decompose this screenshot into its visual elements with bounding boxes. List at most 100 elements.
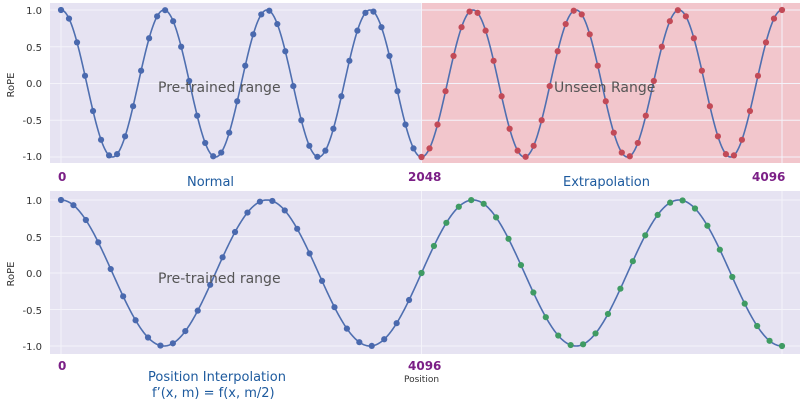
sample-point: [82, 216, 89, 224]
sample-point: [430, 242, 438, 250]
sample-point: [482, 27, 489, 34]
sample-point: [244, 209, 251, 216]
bottom-ytick-label: -1.0: [22, 342, 42, 353]
sample-point: [492, 214, 500, 221]
sample-point: [674, 7, 681, 14]
sample-point: [186, 77, 193, 85]
sample-point: [443, 219, 450, 226]
top-caption-extrapolation: Extrapolation: [563, 175, 650, 190]
top-position-tick: 4096: [752, 170, 785, 184]
sample-point: [306, 250, 313, 257]
bottom-sample-points: [57, 196, 786, 350]
sample-point: [741, 300, 748, 307]
sample-point: [57, 6, 65, 14]
sample-point: [555, 332, 562, 339]
sample-point: [602, 98, 609, 105]
sample-point: [250, 31, 257, 38]
bottom-ylabel: RoPE: [6, 262, 17, 287]
sample-point: [514, 147, 521, 154]
sample-point: [716, 246, 723, 253]
sample-point: [617, 285, 624, 292]
sample-point: [458, 24, 465, 31]
sample-point: [162, 7, 169, 14]
sample-point: [362, 9, 369, 16]
sample-point: [338, 93, 345, 100]
sample-point: [610, 129, 617, 136]
sample-point: [468, 197, 475, 204]
sample-point: [130, 103, 137, 110]
sample-point: [194, 307, 201, 314]
sample-point: [95, 239, 102, 246]
sample-point: [107, 265, 114, 273]
sample-point: [698, 67, 705, 74]
top-unseen-label: Unseen Range: [554, 80, 655, 96]
sample-point: [542, 314, 549, 321]
sample-point: [97, 136, 105, 143]
sample-point: [517, 262, 525, 269]
sample-point: [290, 82, 297, 90]
sample-point: [704, 222, 711, 229]
sample-point: [331, 304, 338, 311]
sample-point: [679, 197, 686, 204]
sample-point: [626, 153, 633, 160]
sample-point: [256, 198, 263, 205]
sample-point: [618, 149, 625, 156]
sample-point: [73, 39, 81, 46]
sample-point: [691, 205, 699, 212]
sample-point: [370, 8, 377, 15]
sample-point: [634, 139, 641, 147]
sample-point: [234, 98, 241, 105]
sample-point: [274, 20, 281, 28]
bottom-xlabel: Position: [404, 375, 439, 385]
sample-point: [157, 342, 164, 349]
sample-point: [729, 273, 736, 281]
top-ytick-label: -1.0: [22, 152, 42, 163]
sample-point: [258, 11, 265, 18]
sample-point: [762, 39, 770, 46]
top-caption-normal: Normal: [187, 175, 234, 190]
sample-point: [386, 52, 393, 60]
sample-point: [667, 199, 674, 206]
sample-point: [546, 82, 553, 90]
sample-point: [562, 20, 569, 28]
sample-point: [402, 121, 409, 128]
sample-point: [498, 93, 505, 100]
sample-point: [426, 145, 433, 152]
sample-point: [754, 322, 761, 330]
sample-point: [578, 11, 585, 18]
sample-point: [714, 133, 722, 140]
sample-point: [89, 107, 97, 115]
sample-point: [65, 15, 73, 22]
sample-point: [466, 8, 473, 15]
top-ytick-label: 0.0: [26, 79, 42, 90]
sample-point: [169, 340, 176, 347]
sample-point: [604, 310, 612, 318]
sample-point: [570, 7, 577, 14]
sample-point: [121, 133, 129, 140]
sample-point: [231, 228, 239, 236]
sample-point: [530, 289, 537, 296]
sample-point: [322, 147, 329, 154]
sample-point: [266, 7, 273, 14]
sample-point: [682, 13, 689, 20]
sample-point: [242, 62, 249, 69]
sample-point: [146, 35, 153, 42]
sample-point: [650, 77, 657, 85]
sample-point: [418, 269, 425, 277]
bottom-caption-formula: f’(x, m) = f(x, m/2): [152, 386, 275, 401]
sample-point: [474, 9, 481, 16]
sample-point: [178, 43, 185, 50]
sample-point: [202, 139, 209, 147]
sample-point: [182, 328, 189, 335]
sample-point: [354, 27, 361, 34]
sample-point: [210, 153, 217, 160]
top-sample-points: [57, 6, 786, 161]
sample-point: [592, 330, 599, 337]
sample-point: [207, 281, 214, 288]
sample-point: [281, 207, 288, 214]
bottom-ytick-label: -0.5: [22, 306, 42, 317]
sample-point: [770, 15, 778, 22]
sample-point: [154, 13, 161, 20]
sample-point: [730, 152, 738, 159]
sample-point: [666, 18, 673, 25]
